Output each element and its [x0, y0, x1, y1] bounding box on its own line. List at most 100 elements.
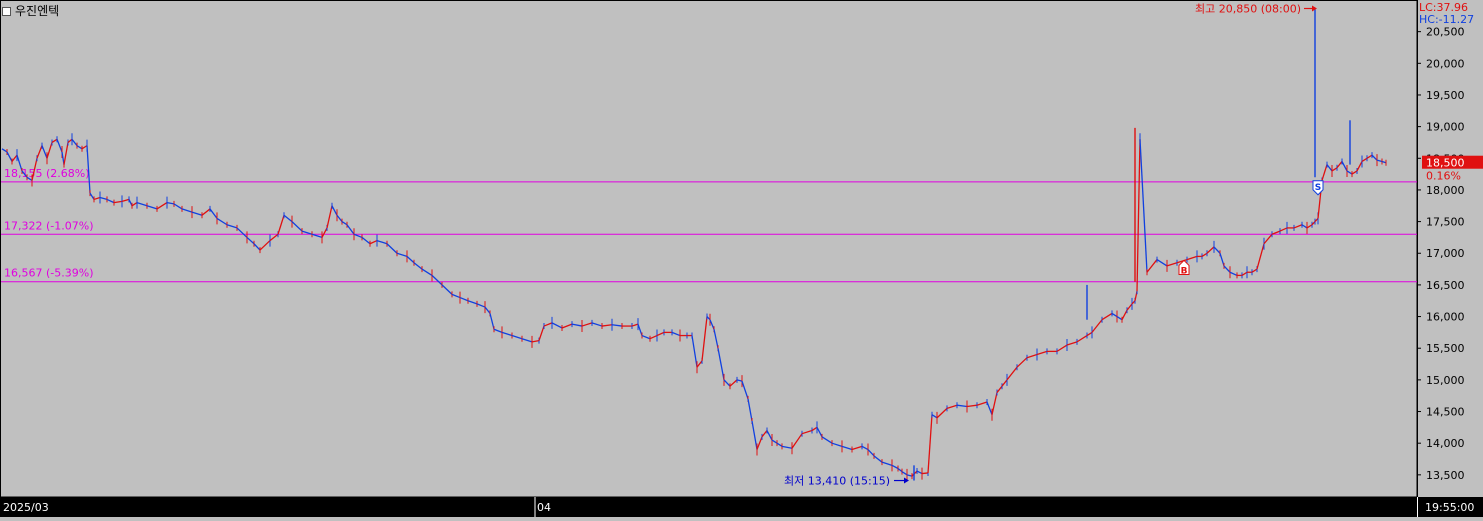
price-segment — [1156, 259, 1168, 267]
price-segment — [571, 323, 583, 327]
price-segment — [166, 201, 175, 205]
price-segment — [291, 221, 303, 232]
price-segment — [51, 138, 58, 144]
price-segment — [811, 426, 818, 432]
y-tick-label: 15,000 — [1426, 374, 1465, 387]
current-price-box — [1422, 155, 1483, 169]
y-tick-label: 17,000 — [1426, 247, 1465, 260]
price-segment — [441, 284, 453, 295]
price-segment — [1301, 224, 1308, 229]
buy-marker-letter: B — [1181, 266, 1188, 276]
price-segment — [781, 445, 793, 449]
price-segment — [601, 324, 613, 327]
price-segment — [369, 239, 378, 245]
price-segment — [484, 306, 491, 314]
price-segment — [1361, 157, 1368, 162]
price-segment — [791, 433, 803, 449]
price-segment — [1121, 309, 1128, 321]
price-segment — [301, 230, 313, 235]
price-segment — [946, 404, 958, 409]
price-segment — [873, 455, 883, 463]
price-segment — [801, 429, 813, 435]
price-segment — [1091, 319, 1103, 333]
time-axis-bg — [0, 497, 1483, 517]
price-segment — [1356, 161, 1363, 172]
price-segment — [81, 145, 88, 150]
price-segment — [353, 233, 363, 239]
price-segment — [41, 145, 48, 159]
price-segment — [881, 461, 893, 466]
price-segment — [1341, 161, 1348, 172]
price-segment — [1321, 164, 1328, 181]
price-segment — [696, 360, 703, 368]
price-segment — [467, 300, 478, 305]
price-segment — [253, 243, 261, 251]
price-segment — [906, 474, 913, 477]
price-axis-bg — [1417, 0, 1483, 497]
menu-box-icon[interactable] — [2, 7, 11, 16]
price-segment — [501, 331, 513, 337]
price-segment — [226, 224, 238, 229]
price-segment — [897, 467, 903, 473]
price-segment — [751, 420, 758, 450]
price-segment — [236, 227, 248, 238]
price-segment — [1206, 246, 1215, 254]
sell-marker-shape — [1312, 180, 1324, 196]
price-segment — [1251, 268, 1258, 273]
price-segment — [831, 442, 843, 447]
price-segment — [1229, 271, 1238, 276]
price-segment — [283, 214, 293, 223]
price-segment — [26, 176, 33, 181]
price-segment — [1101, 312, 1113, 321]
price-segment — [46, 142, 53, 159]
price-segment — [431, 274, 443, 286]
time-label: 19:55:00 — [1425, 501, 1474, 514]
price-segment — [861, 445, 869, 451]
price-segment — [331, 205, 338, 216]
price-segment — [816, 427, 823, 438]
price-segment — [761, 430, 768, 438]
price-segment — [216, 217, 228, 226]
price-segment — [346, 224, 355, 235]
price-segment — [76, 145, 83, 150]
price-segment — [451, 293, 461, 299]
y-tick-label: 16,500 — [1426, 279, 1465, 292]
price-segment — [1, 148, 8, 153]
lc-label: LC:37.96 — [1419, 1, 1469, 14]
price-segment — [361, 236, 371, 245]
price-segment — [709, 319, 715, 330]
price-segment — [1056, 344, 1068, 352]
level-label: 16,567 (-5.39%) — [4, 267, 93, 280]
price-segment — [966, 404, 978, 408]
price-segment — [637, 323, 643, 336]
price-segment — [269, 233, 279, 242]
y-tick-label: 19,000 — [1426, 121, 1465, 134]
price-segment — [927, 414, 933, 473]
low-annotation: 최저 13,410 (15:15) — [784, 475, 890, 488]
price-segment — [641, 334, 651, 340]
price-segment — [581, 322, 593, 327]
price-segment — [1263, 233, 1273, 245]
price-segment — [1026, 353, 1038, 359]
price-segment — [113, 200, 123, 204]
plot-area[interactable]: 18,155 (2.68%) 17,322 (-1.07%) 16,567 (-5.… — [0, 0, 1418, 498]
price-segment — [916, 470, 923, 475]
hc-label: HC:-11.27 — [1419, 13, 1475, 26]
price-segment — [1006, 366, 1018, 381]
price-segment — [936, 407, 948, 419]
high-arrow-head — [1312, 5, 1317, 12]
price-segment — [421, 268, 433, 276]
price-segment — [209, 208, 218, 219]
price-segment — [156, 202, 168, 210]
price-segment — [1371, 154, 1378, 161]
price-segment — [691, 335, 698, 368]
price-segment — [649, 334, 658, 340]
price-segment — [591, 322, 603, 327]
price-segment — [891, 464, 899, 470]
sell-signal-marker: S — [1312, 180, 1324, 196]
y-tick-label: 17,500 — [1426, 216, 1465, 229]
price-segment — [996, 385, 1003, 393]
price-segment — [31, 158, 38, 181]
